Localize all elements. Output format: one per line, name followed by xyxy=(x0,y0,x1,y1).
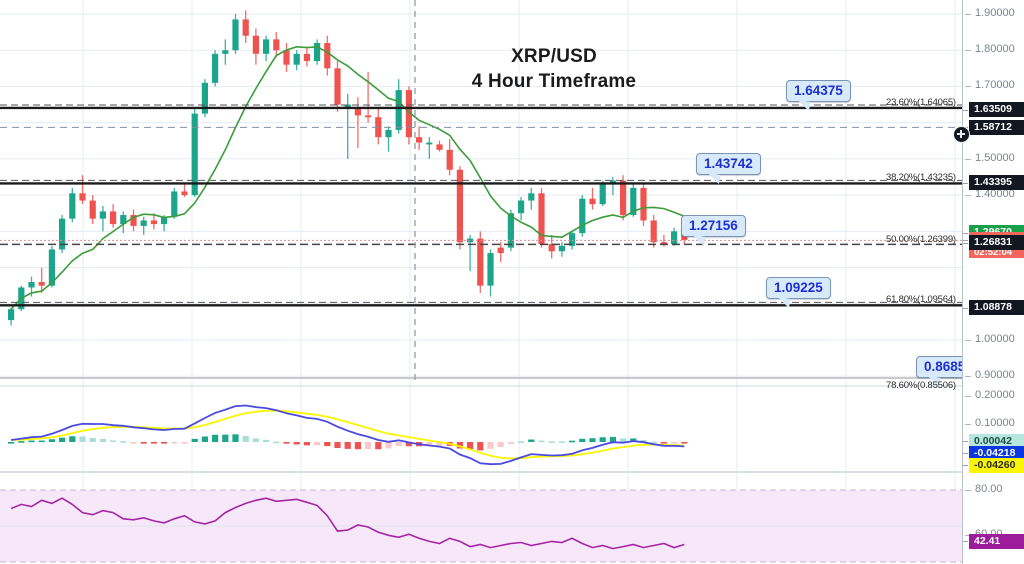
macd-signal-tag[interactable]: -0.04260 xyxy=(969,457,1024,473)
macd-canvas[interactable] xyxy=(0,384,962,476)
fibonacci-level-label: 38.20%(1.43235) xyxy=(886,172,956,184)
axis-tick xyxy=(963,441,968,442)
price-callout[interactable]: 1.27156 xyxy=(681,215,746,237)
price-chart-canvas[interactable] xyxy=(0,0,962,384)
rsi-canvas[interactable] xyxy=(0,476,962,564)
fibonacci-level-label: 50.00%(1.26399) xyxy=(886,234,956,246)
fibonacci-level-label: 61.80%(1.09564) xyxy=(886,294,956,306)
rsi-value-tag[interactable]: 42.41 xyxy=(969,533,1024,549)
macd-hist-tag[interactable]: 0.00042 xyxy=(969,433,1024,449)
axis-tick xyxy=(965,490,971,491)
axis-tick xyxy=(965,195,971,197)
axis-tick xyxy=(963,232,968,234)
price-callout[interactable]: 1.64375 xyxy=(786,80,851,102)
price-tag-crosshair[interactable]: 1.58712 xyxy=(969,119,1024,135)
axis-tick xyxy=(963,109,968,111)
price-axis[interactable]: 1.90000 1.80000 1.70000 1.50000 1.40000 1.000… xyxy=(953,0,1024,564)
axis-tick xyxy=(965,14,971,15)
axis-tick xyxy=(963,453,968,454)
macd-line-tag[interactable]: -0.04218 xyxy=(969,445,1024,461)
rsi-tick-80: 80.00 xyxy=(975,483,1003,495)
axis-tick xyxy=(963,240,968,242)
price-chart-pane[interactable] xyxy=(0,0,962,384)
chart-title-timeframe: 4 Hour Timeframe xyxy=(471,71,637,92)
axis-tick xyxy=(965,86,971,88)
fibonacci-level-label: 78.60%(0.85506) xyxy=(886,380,956,391)
price-tick-170: 1.70000 xyxy=(975,79,1015,92)
axis-tick xyxy=(965,376,971,378)
price-tick-100: 1.00000 xyxy=(975,333,1015,345)
axis-tick xyxy=(965,396,971,397)
axis-tick xyxy=(965,340,971,341)
axis-tick xyxy=(963,465,968,466)
price-tick-180: 1.80000 xyxy=(975,43,1015,56)
fibonacci-level-label: 23.60%(1.64065) xyxy=(886,96,956,108)
price-tick-150: 1.50000 xyxy=(975,151,1015,164)
axis-tick xyxy=(963,182,968,184)
price-tag-bid[interactable]: 1.26831 xyxy=(969,235,1024,251)
macd-tick-01: 0.10000 xyxy=(975,417,1015,429)
price-tick-140: 1.40000 xyxy=(975,188,1015,201)
price-tick-190: 1.90000 xyxy=(975,7,1015,19)
axis-tick xyxy=(963,541,968,542)
price-tag-resistance[interactable]: 1.63509 xyxy=(969,102,1024,118)
axis-tick xyxy=(965,535,971,536)
macd-indicator-pane[interactable] xyxy=(0,384,962,476)
rsi-indicator-pane[interactable] xyxy=(0,476,962,564)
price-tick-090: 0.90000 xyxy=(975,369,1015,382)
price-callout[interactable]: 1.43742 xyxy=(696,153,761,175)
price-tag-mid[interactable]: 1.43395 xyxy=(969,175,1024,191)
price-tag-support[interactable]: 1.08878 xyxy=(969,300,1024,316)
macd-tick-02: 0.20000 xyxy=(975,389,1015,401)
axis-tick xyxy=(965,424,971,425)
crosshair-add-icon[interactable] xyxy=(953,126,970,143)
price-callout[interactable]: 1.09225 xyxy=(766,277,831,299)
axis-tick xyxy=(963,307,968,309)
axis-tick xyxy=(965,50,971,52)
countdown-timer: 02:52:04 xyxy=(974,247,1013,259)
chart-title-pair: XRP/USD xyxy=(511,46,597,67)
chart-title: XRP/USD 4 Hour Timeframe xyxy=(424,44,684,94)
axis-tick xyxy=(963,242,968,244)
axis-tick xyxy=(965,158,971,160)
